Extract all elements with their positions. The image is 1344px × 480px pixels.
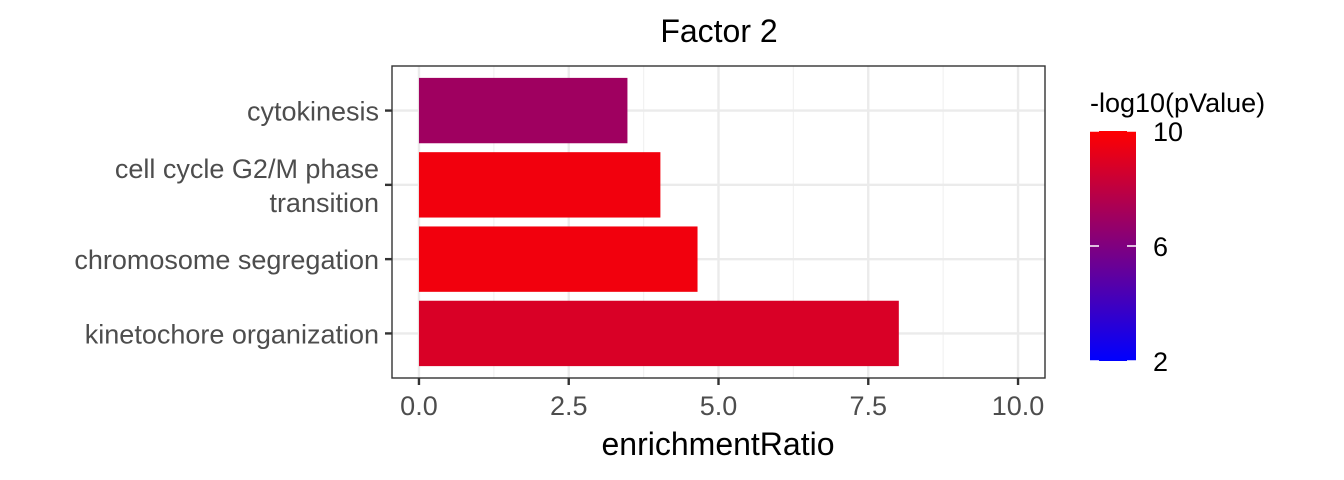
- y-tick-label: kinetochore organization: [85, 319, 379, 349]
- y-tick-label: cell cycle G2/M phase: [115, 154, 379, 184]
- x-axis-label: enrichmentRatio: [602, 426, 835, 462]
- x-tick-label: 7.5: [849, 391, 887, 421]
- bar: [418, 152, 661, 218]
- x-tick-label: 2.5: [550, 391, 588, 421]
- color-legend: -log10(pValue) 10 6 2: [1090, 88, 1265, 377]
- bar: [418, 77, 628, 144]
- bar: [418, 226, 698, 292]
- y-tick-label: chromosome segregation: [74, 245, 379, 275]
- y-tick-label: cytokinesis: [247, 97, 379, 127]
- legend-title: -log10(pValue): [1090, 88, 1265, 118]
- legend-tick-label: 6: [1153, 232, 1168, 262]
- y-tick-label: transition: [269, 188, 379, 218]
- x-tick-label: 5.0: [700, 391, 738, 421]
- legend-ticks: 10 6 2: [1090, 117, 1183, 377]
- legend-tick-label: 10: [1153, 117, 1183, 147]
- x-axis: 0.0 2.5 5.0 7.5 10.0: [400, 378, 1044, 421]
- legend-tick-label: 2: [1153, 347, 1168, 377]
- x-tick-label: 10.0: [992, 391, 1045, 421]
- chart-title: Factor 2: [660, 13, 777, 49]
- bars: [418, 77, 899, 367]
- plot-panel: [391, 65, 1046, 379]
- bar: [418, 300, 899, 367]
- x-tick-label: 0.0: [400, 391, 438, 421]
- y-axis: cytokinesis cell cycle G2/M phase transiti…: [74, 97, 392, 349]
